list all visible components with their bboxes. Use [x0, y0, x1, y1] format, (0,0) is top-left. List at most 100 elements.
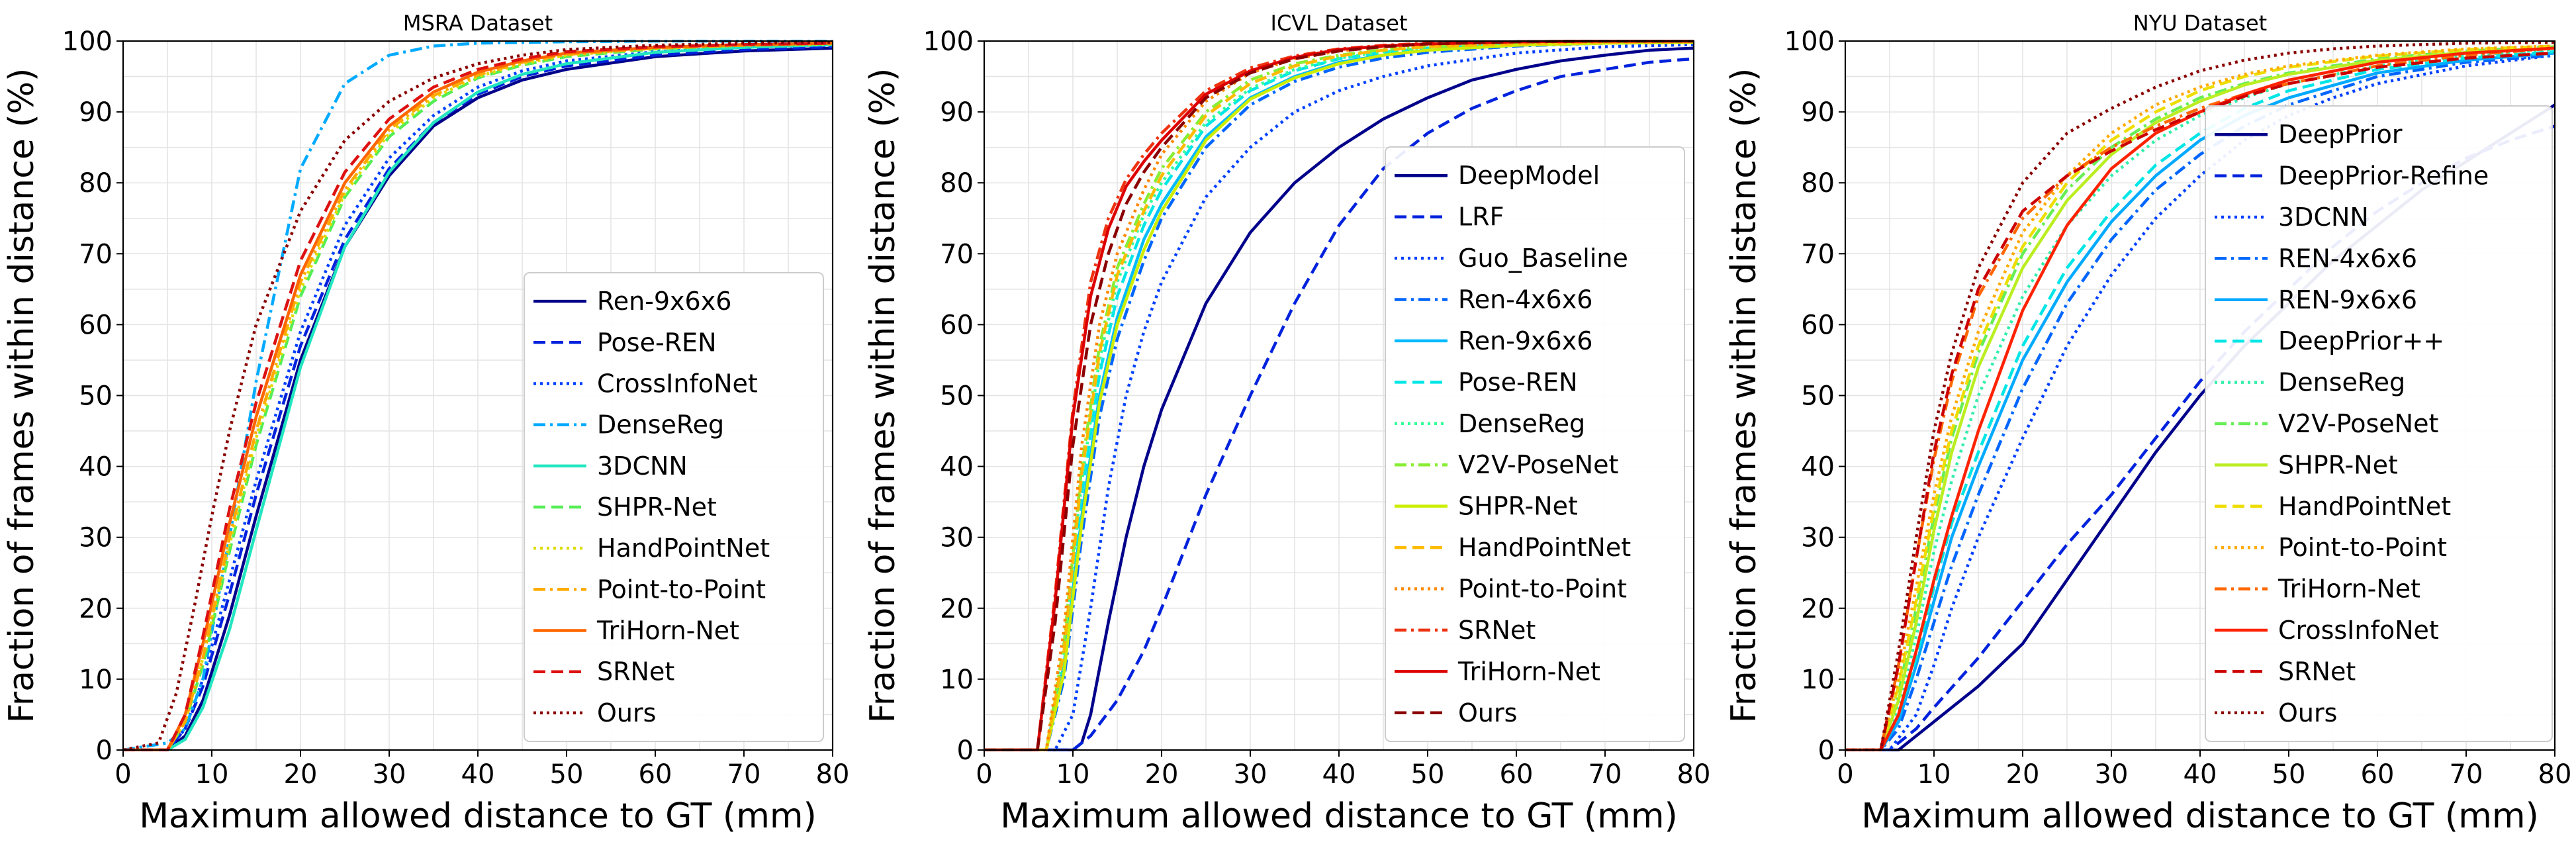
legend-label: DeepModel	[1458, 161, 1600, 190]
y-tick-label: 70	[79, 239, 113, 269]
y-tick-label: 60	[79, 310, 113, 340]
x-tick-label: 0	[1837, 759, 1853, 790]
y-tick-label: 30	[79, 523, 113, 553]
y-tick-label: 30	[940, 523, 974, 553]
legend-label: Guo_Baseline	[1458, 244, 1628, 273]
series-line-lrf	[984, 57, 1694, 751]
series-line-3dcnn	[123, 43, 833, 751]
legend-label: TriHorn-Net	[1457, 657, 1600, 686]
y-tick-label: 30	[1801, 523, 1835, 553]
y-tick-label: 20	[940, 594, 974, 624]
x-tick-label: 40	[1322, 759, 1356, 790]
legend-frame	[1385, 146, 1685, 742]
y-tick-label: 70	[940, 239, 974, 269]
series-group	[1845, 40, 2555, 751]
x-tick-label: 10	[195, 759, 229, 790]
legend-label: CrossInfoNet	[597, 369, 758, 398]
series-line-ren-4x6x6	[984, 40, 1694, 751]
series-line-3dcnn	[1845, 54, 2555, 751]
x-tick-label: 20	[284, 759, 318, 790]
y-tick-label: 90	[1801, 97, 1835, 128]
legend-label: Ours	[2278, 698, 2337, 728]
legend-label: Point-to-Point	[2278, 533, 2447, 562]
y-tick-label: 10	[1801, 665, 1835, 695]
y-tick-label: 90	[940, 97, 974, 128]
legend-label: DeepPrior++	[2278, 326, 2444, 355]
y-tick-label: 50	[79, 381, 113, 412]
legend-label: Pose-REN	[1458, 367, 1578, 397]
legend-label: SHPR-Net	[1458, 492, 1578, 521]
x-axis-label: Maximum allowed distance to GT (mm)	[139, 796, 817, 836]
legend-label: TriHorn-Net	[2277, 575, 2420, 604]
legend-label: DenseReg	[2278, 368, 2405, 397]
y-tick-label: 0	[1818, 735, 1835, 766]
legend-label: DeepPrior	[2278, 120, 2403, 149]
legend-label: CrossInfoNet	[2278, 616, 2439, 645]
x-tick-label: 30	[373, 759, 406, 790]
x-tick-label: 50	[1411, 759, 1445, 790]
x-tick-label: 70	[1588, 759, 1622, 790]
legend-label: V2V-PoseNet	[2278, 409, 2438, 438]
legend-label: DenseReg	[597, 410, 724, 440]
series-line-srnet	[123, 41, 833, 751]
y-tick-label: 70	[1801, 239, 1835, 269]
y-tick-label: 60	[1801, 310, 1835, 340]
legend-label: LRF	[1458, 203, 1504, 232]
y-tick-label: 10	[940, 665, 974, 695]
chart-title: NYU Dataset	[2133, 11, 2267, 36]
legend-label: Point-to-Point	[597, 575, 766, 604]
chart-title: MSRA Dataset	[403, 11, 553, 36]
legend-label: Point-to-Point	[1458, 575, 1627, 604]
x-tick-label: 20	[2006, 759, 2040, 790]
series-line-ours	[1845, 40, 2555, 751]
x-tick-label: 40	[461, 759, 495, 790]
y-tick-label: 20	[79, 594, 113, 624]
series-line-deepmodel	[984, 46, 1694, 751]
y-tick-label: 10	[79, 665, 113, 695]
legend-label: DenseReg	[1458, 409, 1585, 438]
x-tick-label: 30	[1234, 759, 1267, 790]
x-tick-label: 50	[550, 759, 584, 790]
y-axis-label: Fraction of frames within distance (%)	[2, 68, 42, 724]
legend-label: SRNet	[597, 657, 674, 686]
chart-panel-3: 0 10 20 30 40 50 60 70 80 0 10 20 30 40 50 60 70 80 90 100 N…	[1724, 11, 2571, 836]
x-tick-label: 0	[976, 759, 992, 790]
y-tick-label: 100	[923, 26, 974, 57]
chart-panel-1: 0 10 20 30 40 50 60 70 80 0 10 20 30 40 50 60 70 80 90 100 M…	[2, 11, 849, 836]
legend-label: SHPR-Net	[597, 493, 717, 522]
series-line-point-to-point	[984, 40, 1694, 751]
chart-title: ICVL Dataset	[1271, 11, 1408, 36]
y-tick-label: 80	[940, 168, 974, 199]
series-group	[123, 40, 833, 751]
legend-label: DeepPrior-Refine	[2278, 162, 2489, 191]
x-tick-label: 60	[1500, 759, 1534, 790]
y-tick-label: 0	[96, 735, 113, 766]
y-tick-label: 50	[940, 381, 974, 412]
legend-label: SHPR-Net	[2278, 450, 2398, 479]
legend-label: SRNet	[1458, 616, 1536, 645]
series-line-crossinfonet	[1845, 46, 2555, 751]
x-tick-label: 80	[2538, 759, 2572, 790]
y-tick-label: 40	[1801, 452, 1835, 483]
x-tick-label: 70	[2450, 759, 2483, 790]
x-axis-label: Maximum allowed distance to GT (mm)	[1861, 796, 2539, 836]
x-tick-label: 0	[115, 759, 131, 790]
x-tick-label: 20	[1145, 759, 1179, 790]
x-tick-label: 50	[2272, 759, 2306, 790]
series-line-handpointnet	[984, 40, 1694, 751]
y-tick-label: 100	[1784, 26, 1835, 57]
legend-label: SRNet	[2278, 657, 2356, 686]
y-tick-label: 60	[940, 310, 974, 340]
y-tick-label: 80	[1801, 168, 1835, 199]
x-tick-label: 10	[1917, 759, 1951, 790]
legend-label: Ren-9x6x6	[1458, 326, 1592, 355]
legend-label: 3DCNN	[2278, 203, 2369, 232]
series-line-ours	[984, 40, 1694, 751]
legend-label: HandPointNet	[1458, 533, 1631, 562]
legend-label: Pose-REN	[597, 328, 717, 357]
y-tick-label: 40	[940, 452, 974, 483]
series-line-densereg	[123, 40, 833, 751]
x-tick-label: 80	[816, 759, 850, 790]
series-line-guo-baseline	[984, 43, 1694, 751]
legend: DeepModel LRF Guo_Baseline Ren-4x6x6 Ren-9x6…	[1385, 146, 1685, 742]
